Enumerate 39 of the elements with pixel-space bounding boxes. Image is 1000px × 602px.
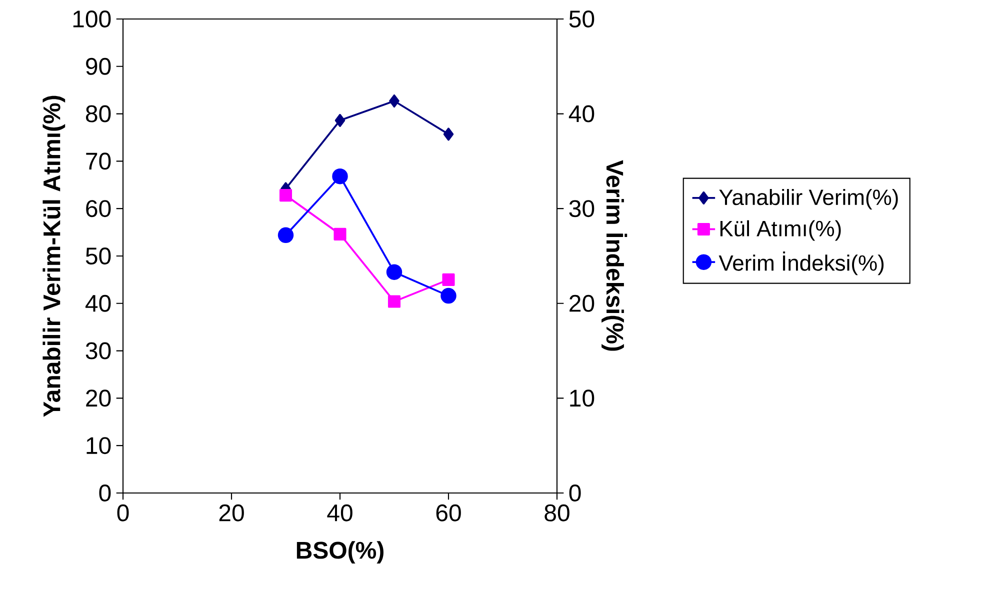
y-tick-label: 90 — [86, 58, 111, 75]
point — [334, 114, 346, 127]
y-tick-label: 20 — [86, 390, 111, 407]
point — [334, 228, 346, 240]
point — [388, 295, 401, 308]
point — [279, 189, 292, 202]
y-tick-label: 80 — [86, 105, 111, 122]
point — [389, 94, 400, 108]
point — [386, 264, 402, 280]
y2-axis-title: Verim İndeksi(%) — [602, 160, 628, 351]
y2-tick-label: 20 — [570, 294, 594, 312]
y-tick-label: 100 — [73, 10, 111, 28]
x-tick-label: 0 — [117, 504, 129, 522]
y-tick-label: 0 — [99, 484, 111, 502]
y2-tick-label: 40 — [568, 105, 594, 122]
y2-tick-label: 30 — [569, 200, 594, 218]
point — [278, 227, 294, 243]
y-tick-label: 30 — [86, 342, 111, 360]
y2-tick-label: 10 — [570, 390, 594, 407]
x-tick-label: 40 — [327, 504, 352, 522]
y-tick-label: 10 — [86, 437, 111, 454]
legend-label: Verim İndeksi(%) — [718, 252, 884, 276]
legend-label: Yanabilir Verim(%) — [719, 188, 898, 210]
x-tick-label: 80 — [544, 504, 570, 522]
point — [332, 168, 348, 184]
point — [442, 273, 455, 286]
y-axis-title: Yanabilir Verim-Kül Atımı(%) — [42, 96, 66, 417]
legend-label: Kül Atımı(%) — [720, 220, 841, 241]
point — [443, 128, 454, 141]
y2-tick-label: 0 — [569, 484, 581, 502]
x-tick-label: 20 — [219, 504, 244, 522]
y-tick-label: 50 — [86, 247, 111, 264]
x-tick-label: 60 — [436, 504, 461, 522]
point — [440, 288, 456, 304]
x-axis-title: BSO(%) — [296, 541, 384, 564]
y2-tick-label: 50 — [569, 10, 594, 28]
y-tick-label: 70 — [86, 152, 111, 170]
y-tick-label: 40 — [85, 294, 111, 312]
y-tick-label: 60 — [86, 200, 111, 218]
